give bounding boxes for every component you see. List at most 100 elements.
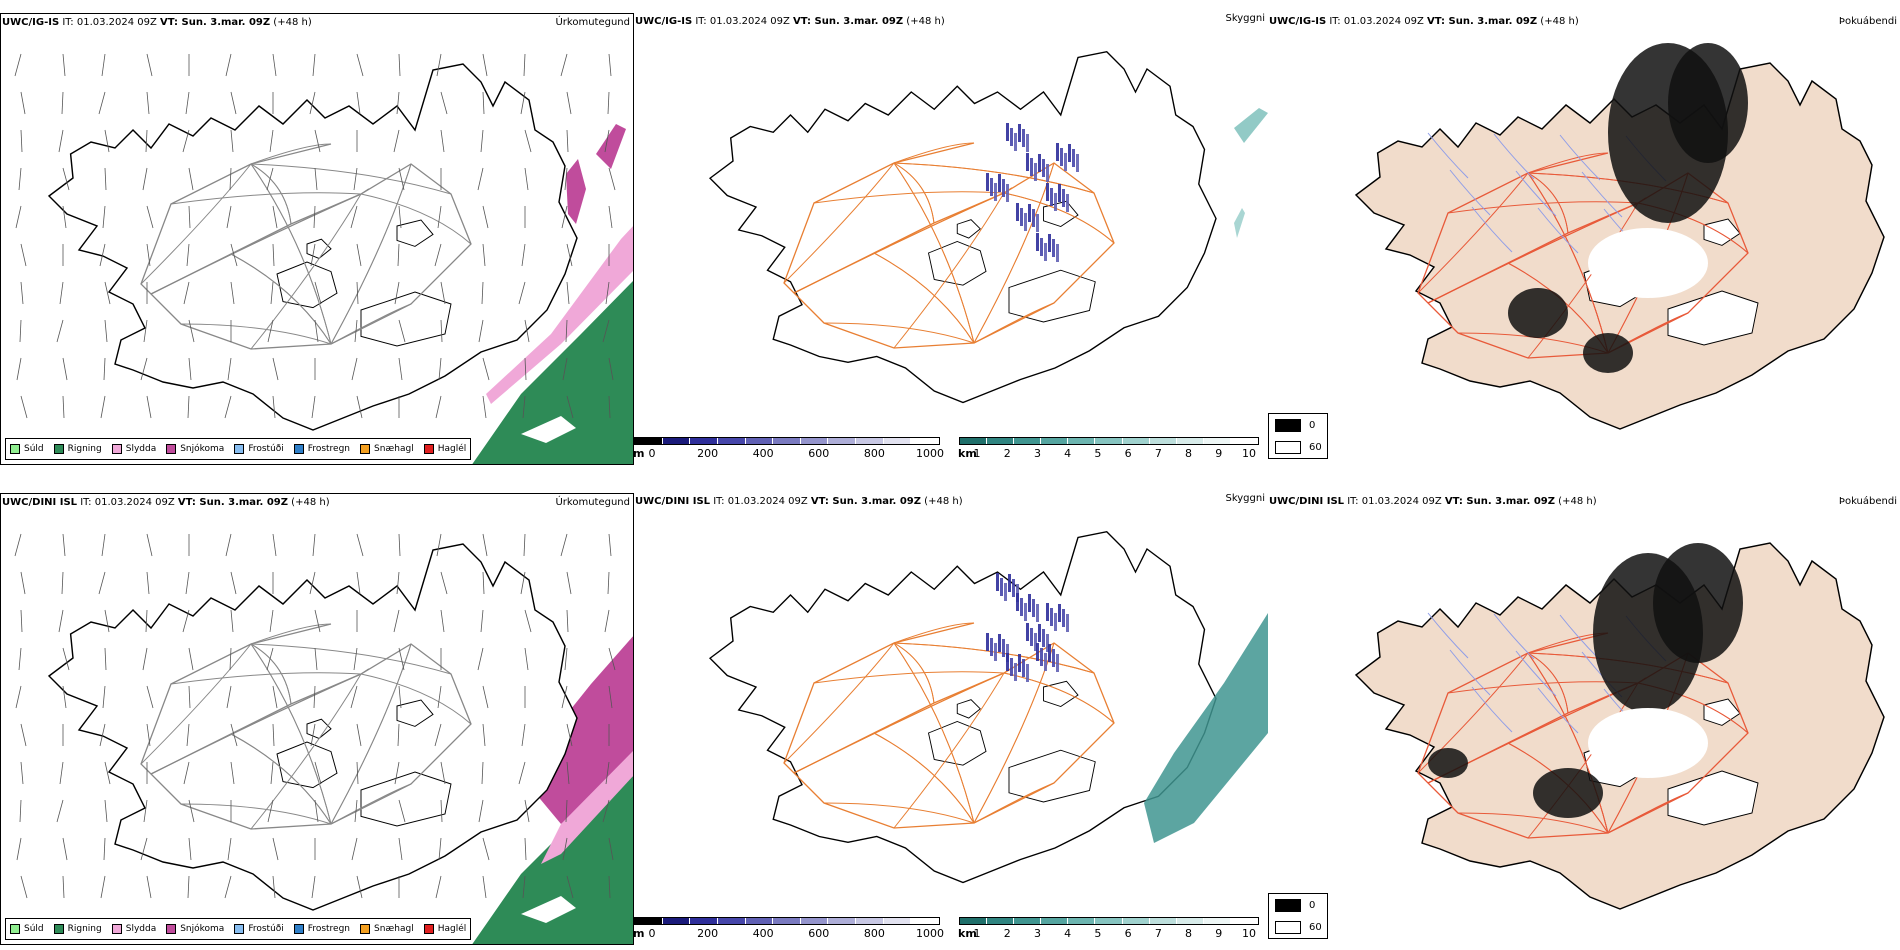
road [893,142,975,164]
low-visibility-cell [990,638,993,656]
scale-tick: 8 [1185,447,1193,460]
wind-barb [482,357,490,381]
wind-barb [394,281,400,305]
legend-swatch [166,444,177,454]
low-visibility-cell [990,178,993,196]
wind-barb [266,647,274,671]
wind-barb [272,205,278,229]
wind-barb [20,129,23,153]
road [893,192,1005,349]
legend-swatch [293,924,304,934]
legend-swatch [360,924,371,934]
fog-legend-label: 0 [1309,900,1316,911]
river [1427,132,1469,179]
legend-item: Frostúði [234,444,284,454]
wind-barb [607,571,610,595]
river [1493,613,1535,660]
wind-barb [566,609,569,633]
road [250,163,452,195]
low-visibility-cell [1062,189,1065,207]
legend-label: Snæhagl [374,444,414,454]
wind-barb [104,647,107,671]
wind-barb [62,205,67,229]
wind-barb [356,53,364,77]
legend-swatch [111,444,122,454]
legend-item: Snjókoma [166,444,224,454]
low-visibility-cell [1050,188,1053,206]
wind-barb [608,167,616,191]
road [230,733,332,825]
wind-barb [356,571,361,595]
color-ramp [634,437,940,445]
road [823,322,975,344]
road [823,802,975,824]
low-visibility-cell [1022,129,1025,147]
wind-barb [187,395,190,419]
wind-barb [440,761,446,785]
wind-barb [102,685,106,709]
panel-name: Skyggni [1225,493,1265,504]
wind-barb [266,167,274,191]
wind-barb [62,357,68,381]
scale-tick: 10 [1242,927,1256,940]
wind-barb [188,837,192,861]
road [140,163,252,285]
low-visibility-cell [1036,233,1039,251]
wind-barb [14,533,22,557]
fog-indicator-blob [1533,768,1603,818]
glacier-outline [396,219,434,247]
wind-barb [350,685,358,709]
wind-barb [230,761,235,785]
wind-barb [565,799,568,823]
iceland-group [47,63,578,431]
road [793,672,1005,774]
low-visibility-cell [1026,623,1029,641]
glacier-outline [927,241,987,286]
iceland-group [708,531,1217,884]
wind-barb [227,837,232,861]
wind-barb [566,91,572,115]
panel-name: Úrkomutegund [555,497,630,508]
wind-barb [146,243,151,267]
legend-swatch [234,924,245,934]
iceland-group [708,51,1217,404]
wind-barb [20,395,28,419]
wind-barb [353,647,358,671]
wind-barb [608,205,613,229]
visibility-scale: km 1 2 3 4 5 6 7 8 9 10 [958,917,1259,945]
road [893,672,1005,829]
wind-barb [440,571,448,595]
wind-barb [230,91,237,115]
fog-legend-swatch [1275,441,1301,454]
wind-barb [566,281,570,305]
wind-barb [566,761,570,785]
road [973,302,1055,344]
wind-barb [272,533,277,557]
wind-barb [99,723,106,747]
legend-item: Rigning [53,444,102,454]
road [893,642,935,704]
fog-legend: 0 60 [1268,413,1328,459]
road [1607,792,1689,834]
legend-label: Súld [24,924,44,934]
wind-barb [224,395,232,419]
wind-barb [396,571,400,595]
road [250,643,452,675]
wind-barb [478,799,484,823]
wind-barb [477,647,484,671]
low-visibility-cell [1002,179,1005,197]
wind-barb [437,205,442,229]
low-visibility-cell [1056,654,1059,672]
wind-barb [20,571,26,595]
low-visibility-cell [1010,658,1013,676]
precip-type-panel-bottom: UWC/DINI ISL IT: 01.03.2024 09Z VT: Sun.… [0,493,634,945]
road [180,323,332,345]
wind-barb [226,205,232,229]
wind-barb [185,91,190,115]
low-visibility-cell [1054,613,1057,631]
low-visibility-cell [986,633,989,651]
wind-barb [524,319,530,343]
wind-barb [101,533,106,557]
low-visibility-cell [1042,629,1045,647]
wind-barb [269,129,274,153]
